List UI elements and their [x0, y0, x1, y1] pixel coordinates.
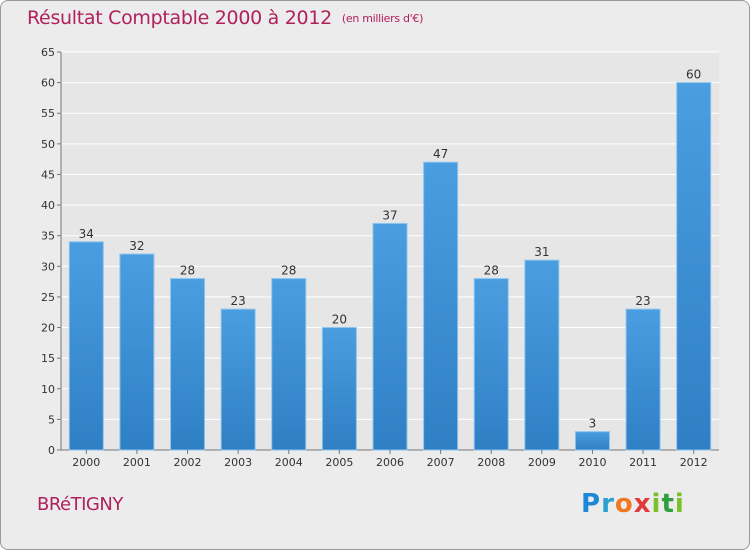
x-tick-label: 2008 — [477, 456, 505, 469]
y-tick-label: 0 — [48, 444, 55, 457]
x-tick-label: 2003 — [224, 456, 252, 469]
bar — [372, 222, 408, 451]
logo-letter: i — [651, 489, 662, 519]
bar — [119, 253, 155, 451]
data-label: 3 — [589, 417, 597, 431]
chart-title: Résultat Comptable 2000 à 2012 (en millie… — [27, 7, 423, 29]
x-tick-label: 2010 — [578, 456, 606, 469]
data-label: 23 — [231, 294, 246, 308]
title-unit: (en milliers d'€) — [341, 12, 424, 25]
y-tick-label: 30 — [41, 260, 55, 273]
data-label: 60 — [686, 68, 701, 82]
y-tick-label: 50 — [41, 138, 55, 151]
x-tick-label: 2011 — [629, 456, 657, 469]
x-tick-label: 2004 — [275, 456, 303, 469]
proxiti-logo: Proxiti — [581, 489, 685, 519]
bar — [676, 82, 712, 451]
commune-name: BRéTIGNY — [37, 494, 123, 515]
y-tick-label: 40 — [41, 199, 55, 212]
y-tick-label: 5 — [48, 413, 55, 426]
data-label: 28 — [180, 264, 195, 278]
y-tick-label: 10 — [41, 383, 55, 396]
x-tick-label: 2012 — [680, 456, 708, 469]
bar — [625, 308, 661, 451]
bar — [473, 278, 509, 451]
data-label: 34 — [79, 227, 94, 241]
x-tick-label: 2009 — [528, 456, 556, 469]
bar — [423, 161, 459, 451]
bar — [271, 278, 307, 451]
data-label: 37 — [382, 208, 397, 222]
x-tick-label: 2002 — [174, 456, 202, 469]
y-tick-label: 45 — [41, 168, 55, 181]
logo-letter: o — [614, 489, 634, 519]
y-tick-label: 55 — [41, 107, 55, 120]
bar — [68, 241, 104, 451]
y-tick-label: 65 — [41, 46, 55, 59]
y-tick-label: 15 — [41, 352, 55, 365]
data-label: 31 — [534, 245, 549, 259]
data-label: 20 — [332, 313, 347, 327]
x-tick-label: 2000 — [72, 456, 100, 469]
data-label: 28 — [281, 264, 296, 278]
logo-letter: x — [633, 489, 652, 519]
logo-letter: P — [581, 489, 602, 519]
y-tick-label: 20 — [41, 322, 55, 335]
data-label: 23 — [635, 294, 650, 308]
bar — [170, 278, 206, 451]
x-tick-label: 2001 — [123, 456, 151, 469]
y-tick-label: 35 — [41, 230, 55, 243]
data-label: 28 — [484, 264, 499, 278]
x-tick-label: 2007 — [427, 456, 455, 469]
logo-letter: t — [661, 489, 675, 519]
data-label: 47 — [433, 147, 448, 161]
data-label: 32 — [129, 239, 144, 253]
y-tick-label: 60 — [41, 77, 55, 90]
title-text: Résultat Comptable 2000 à 2012 — [27, 7, 332, 29]
bar — [220, 308, 256, 451]
logo-letter: r — [601, 489, 615, 519]
x-tick-label: 2006 — [376, 456, 404, 469]
bar — [524, 259, 560, 451]
y-tick-label: 25 — [41, 291, 55, 304]
x-tick-label: 2005 — [325, 456, 353, 469]
logo-letter: i — [674, 489, 685, 519]
bar — [321, 327, 357, 451]
bar — [574, 431, 610, 451]
